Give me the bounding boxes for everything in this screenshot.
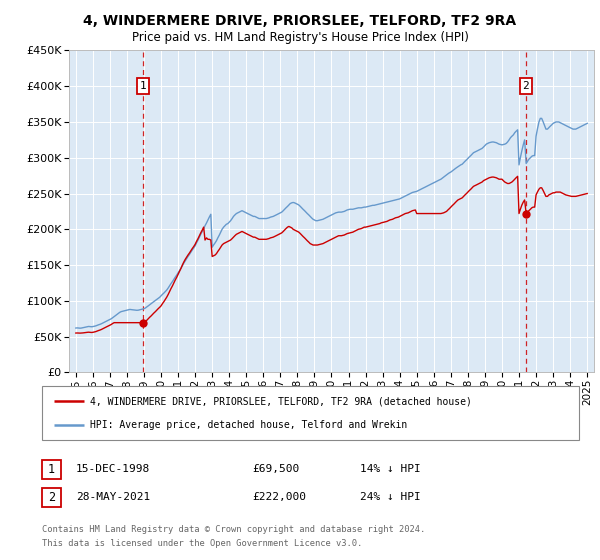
Text: 1: 1 — [48, 463, 55, 476]
Text: 24% ↓ HPI: 24% ↓ HPI — [360, 492, 421, 502]
Text: 15-DEC-1998: 15-DEC-1998 — [76, 464, 151, 474]
Text: £222,000: £222,000 — [252, 492, 306, 502]
Text: 28-MAY-2021: 28-MAY-2021 — [76, 492, 151, 502]
Text: 2: 2 — [48, 491, 55, 504]
Text: 14% ↓ HPI: 14% ↓ HPI — [360, 464, 421, 474]
Text: HPI: Average price, detached house, Telford and Wrekin: HPI: Average price, detached house, Telf… — [90, 419, 407, 430]
Text: 1: 1 — [140, 81, 146, 91]
Text: Contains HM Land Registry data © Crown copyright and database right 2024.: Contains HM Land Registry data © Crown c… — [42, 525, 425, 534]
Text: Price paid vs. HM Land Registry's House Price Index (HPI): Price paid vs. HM Land Registry's House … — [131, 31, 469, 44]
Text: 2: 2 — [523, 81, 529, 91]
Text: £69,500: £69,500 — [252, 464, 299, 474]
Text: 4, WINDERMERE DRIVE, PRIORSLEE, TELFORD, TF2 9RA (detached house): 4, WINDERMERE DRIVE, PRIORSLEE, TELFORD,… — [90, 396, 472, 407]
Text: 4, WINDERMERE DRIVE, PRIORSLEE, TELFORD, TF2 9RA: 4, WINDERMERE DRIVE, PRIORSLEE, TELFORD,… — [83, 14, 517, 28]
Text: This data is licensed under the Open Government Licence v3.0.: This data is licensed under the Open Gov… — [42, 539, 362, 548]
